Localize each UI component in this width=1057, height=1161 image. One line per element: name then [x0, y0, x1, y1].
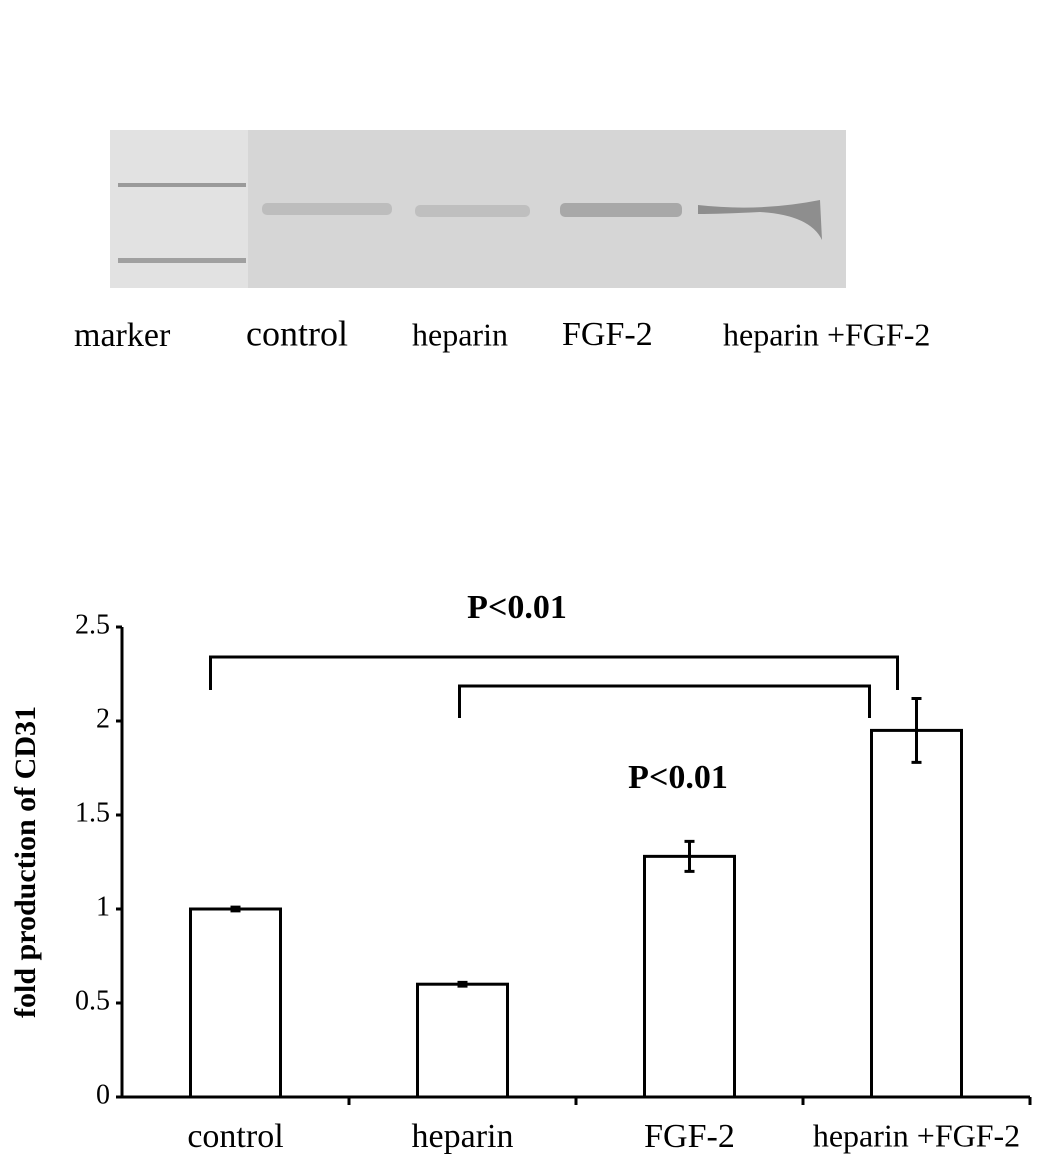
blot-band [560, 203, 682, 217]
blot-band [698, 200, 822, 240]
lane-label: FGF-2 [562, 316, 653, 353]
error-bar [911, 696, 922, 764]
bar [189, 907, 282, 1099]
blot-band [415, 205, 530, 217]
bracket [209, 655, 899, 690]
y-tick-label: 2 [96, 703, 110, 734]
error-bar [457, 980, 468, 988]
error-bar [684, 839, 695, 873]
marker-band [118, 183, 246, 187]
y-tick-label: 1.5 [75, 797, 110, 828]
y-tick-label: 0.5 [75, 985, 110, 1016]
bar [416, 982, 509, 1099]
lane-label: marker [74, 317, 171, 354]
blot [110, 130, 846, 288]
annotation: P<0.01 [628, 759, 728, 796]
y-axis-title: fold production of CD31 [9, 706, 42, 1018]
lane-label: heparin +FGF-2 [723, 316, 930, 352]
bracket [458, 684, 871, 718]
error-bar [230, 905, 241, 913]
y-tick-label: 1 [96, 891, 110, 922]
y-tick-label: 2.5 [75, 609, 110, 640]
bar [870, 728, 963, 1099]
marker-band [118, 258, 246, 263]
lane-label: control [246, 313, 348, 353]
lane-label: heparin [412, 316, 508, 352]
x-tick-label: heparin +FGF-2 [813, 1117, 1020, 1153]
marker-lane [110, 130, 248, 288]
annotation: P<0.01 [467, 589, 567, 626]
blot-band [262, 203, 392, 215]
bar [643, 854, 736, 1099]
y-tick-label: 0 [96, 1079, 110, 1110]
x-tick-label: FGF-2 [644, 1118, 735, 1155]
x-tick-label: control [187, 1118, 283, 1155]
x-tick-label: heparin [412, 1118, 514, 1155]
